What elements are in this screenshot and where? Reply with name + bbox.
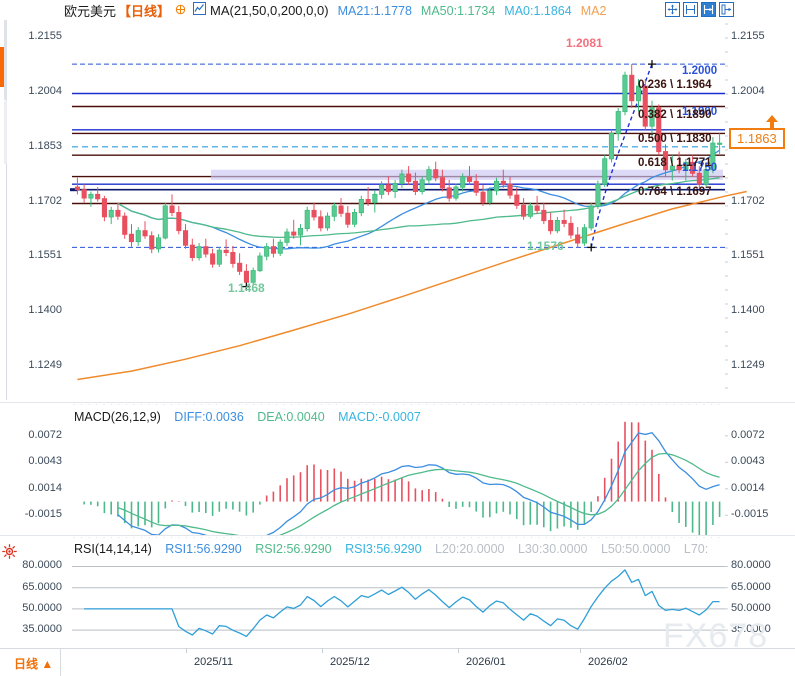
macd-tick-right: 0.0014: [731, 481, 765, 494]
price-tick-left: 1.1551: [28, 249, 62, 262]
level-label-1-2000: 1.2000: [682, 65, 718, 77]
date-tick-mark: [580, 648, 581, 653]
rsi2-value: RSI2:56.9290: [255, 542, 332, 556]
rsi-l20-value: L20:20.0000: [435, 542, 505, 556]
price-tick-left: 1.1400: [28, 304, 62, 317]
fib-label-236: 0.236 \ 1.1964: [638, 79, 712, 91]
chart-header: 欧元美元 【日线】 MA(21,50,0,200,0,0) MA21:1.177…: [0, 0, 795, 20]
price-tick-right: 1.1702: [731, 194, 765, 207]
price-marker-arrow-icon: [764, 115, 780, 134]
macd-value: MACD:-0.0007: [338, 410, 421, 424]
period-label: 【日线】: [118, 4, 171, 19]
macd-diff-value: DIFF:0.0036: [174, 410, 244, 424]
date-tick-mark: [186, 648, 187, 653]
fit-chart-icon[interactable]: [701, 2, 716, 17]
macd-title: MACD(26,12,9): [74, 410, 161, 424]
rsi-panel: RSI(14,14,14) RSI1:56.9290 RSI2:56.9290 …: [0, 536, 795, 648]
collapse-icon[interactable]: [175, 2, 186, 20]
rsi-tick-left: 80.0000: [22, 559, 62, 572]
rsi1-value: RSI1:56.9290: [165, 542, 242, 556]
price-tick-right: 1.1551: [731, 249, 765, 262]
fib-label-382: 0.382 \ 1.1890: [638, 109, 712, 121]
footer-vertical-divider: [60, 648, 61, 676]
macd-tick-left: 0.0072: [28, 428, 62, 441]
price-tick-left: 1.1853: [28, 139, 62, 152]
left-rail-divider: [6, 10, 7, 400]
rsi-tick-left: 50.0000: [22, 601, 62, 614]
rsi-l50-value: L50:50.0000: [600, 542, 671, 556]
price-tick-left: 1.1249: [28, 359, 62, 372]
level-label-1-1900: 1.1900: [682, 106, 718, 118]
timeframe-selector[interactable]: 日线 ▲: [14, 657, 54, 671]
rsi-tick-right: 50.0000: [731, 601, 771, 614]
rsi-tick-right: 80.0000: [731, 559, 771, 572]
indicator-chart-icon[interactable]: [193, 1, 207, 20]
rsi-tick-right: 65.0000: [731, 580, 771, 593]
macd-tick-left: 0.0043: [28, 455, 62, 468]
settings-gear-icon[interactable]: [2, 544, 17, 564]
ma2-value: MA2: [580, 3, 607, 18]
price-tick-left: 1.2155: [28, 30, 62, 43]
left-rail-segment-1: [4, 12, 7, 100]
date-tick-mark: [322, 648, 323, 653]
date-tick: 2026/01: [466, 656, 506, 668]
date-tick: 2026/02: [588, 656, 628, 668]
price-tick-left: 1.2004: [28, 85, 62, 98]
left-rail-segment-2: [4, 101, 7, 164]
macd-tick-right: 0.0043: [731, 455, 765, 468]
date-tick: 2025/12: [330, 656, 370, 668]
date-tick-mark: [458, 648, 459, 653]
rsi-chart-canvas[interactable]: [0, 536, 795, 648]
rsi-tick-left: 65.0000: [22, 580, 62, 593]
swing-low-label-2: 1.1576: [527, 239, 564, 253]
macd-tick-left: 0.0014: [28, 481, 62, 494]
fib-label-618: 0.618 \ 1.1771: [638, 157, 712, 169]
date-tick: 2025/11: [194, 656, 233, 668]
macd-dea-value: DEA:0.0040: [257, 410, 325, 424]
fib-label-500: 0.500 \ 1.1830: [638, 133, 712, 145]
export-icon[interactable]: [719, 2, 734, 17]
panel-divider-macd: [0, 402, 795, 403]
price-tick-right: 1.1400: [731, 304, 765, 317]
ma50-value: MA50:1.1734: [420, 3, 496, 18]
swing-high-label: 1.2081: [566, 36, 603, 50]
measure-icon[interactable]: [683, 2, 698, 17]
rsi-l70-value: L70:: [683, 542, 709, 556]
rsi3-value: RSI3:56.9290: [345, 542, 422, 556]
macd-tick-left: -0.0015: [24, 508, 62, 521]
price-chart-canvas[interactable]: [0, 10, 795, 402]
swing-low-label-1: 1.1468: [228, 281, 265, 295]
price-tick-right: 1.1249: [731, 359, 765, 372]
chart-footer: 日线 ▲ 2025/11 2025/12 2026/01 2026/02: [0, 648, 795, 676]
fib-label-764: 0.764 \ 1.1697: [638, 186, 712, 198]
rsi-tick-right: 35.0000: [731, 623, 771, 636]
header-info-row: 欧元美元 【日线】 MA(21,50,0,200,0,0) MA21:1.177…: [64, 1, 606, 20]
macd-tick-right: 0.0072: [731, 428, 765, 441]
footer-divider: [0, 648, 795, 649]
macd-chart-canvas[interactable]: [0, 403, 795, 535]
crosshair-move-icon[interactable]: [665, 2, 680, 17]
price-tick-right: 1.2004: [731, 85, 765, 98]
rsi-title: RSI(14,14,14): [74, 542, 152, 556]
macd-panel: MACD(26,12,9) DIFF:0.0036 DEA:0.0040 MAC…: [0, 403, 795, 535]
ma-params-label: MA(21,50,0,200,0,0): [210, 3, 329, 18]
macd-tick-right: -0.0015: [731, 508, 769, 521]
price-panel: 1.2155 1.2004 1.1853 1.1702 1.1551 1.1400 1.12…: [0, 10, 795, 402]
chart-toolbar[interactable]: [665, 2, 734, 17]
price-tick-right: 1.2155: [731, 30, 765, 43]
active-range-marker[interactable]: [0, 47, 4, 87]
price-tick-left: 1.1702: [28, 194, 62, 207]
current-price-tag[interactable]: 1.1863: [729, 128, 785, 149]
rsi-tick-left: 35.0000: [22, 623, 62, 636]
ma21-value: MA21:1.1778: [337, 3, 412, 18]
symbol-name: 欧元美元: [64, 4, 117, 19]
rsi-l30-value: L30:30.0000: [517, 542, 588, 556]
level-label-1-1750: 1.1750: [682, 162, 718, 174]
ma0-value: MA0:1.1864: [504, 3, 572, 18]
panel-divider-rsi: [0, 535, 795, 536]
